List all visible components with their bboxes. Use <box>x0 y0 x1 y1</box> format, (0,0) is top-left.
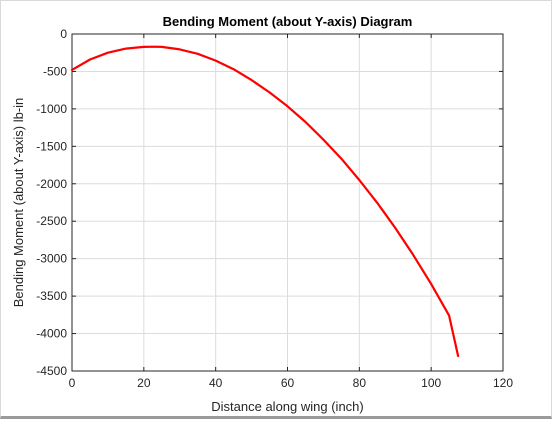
y-tick-label: -3500 <box>36 289 67 303</box>
y-tick-label: -500 <box>43 64 67 78</box>
y-tick-label: 0 <box>60 27 67 41</box>
y-tick-label: -1500 <box>36 139 67 153</box>
x-tick-label: 120 <box>493 376 513 390</box>
y-axis-ticks: 0 -500 -1000 -1500 -2000 -2500 -3000 -3500 -4000… <box>36 27 503 378</box>
y-tick-label: -2500 <box>36 214 67 228</box>
x-axis-ticks: 0 20 40 60 80 100 120 <box>69 34 513 390</box>
y-axis-label: Bending Moment (about Y-axis) lb-in <box>11 98 26 308</box>
chart-title: Bending Moment (about Y-axis) Diagram <box>163 14 413 29</box>
y-tick-label: -1000 <box>36 102 67 116</box>
x-tick-label: 0 <box>69 376 76 390</box>
x-tick-label: 20 <box>137 376 151 390</box>
bending-moment-line <box>70 45 460 358</box>
x-tick-label: 40 <box>209 376 223 390</box>
series <box>70 45 460 358</box>
y-tick-label: -3000 <box>36 252 67 266</box>
x-tick-label: 100 <box>421 376 441 390</box>
y-tick-label: -2000 <box>36 177 67 191</box>
y-tick-label: -4000 <box>36 327 67 341</box>
grid <box>71 33 504 372</box>
x-axis-label: Distance along wing (inch) <box>211 399 363 414</box>
y-tick-label: -4500 <box>36 364 67 378</box>
x-tick-label: 80 <box>353 376 367 390</box>
x-tick-label: 60 <box>281 376 295 390</box>
